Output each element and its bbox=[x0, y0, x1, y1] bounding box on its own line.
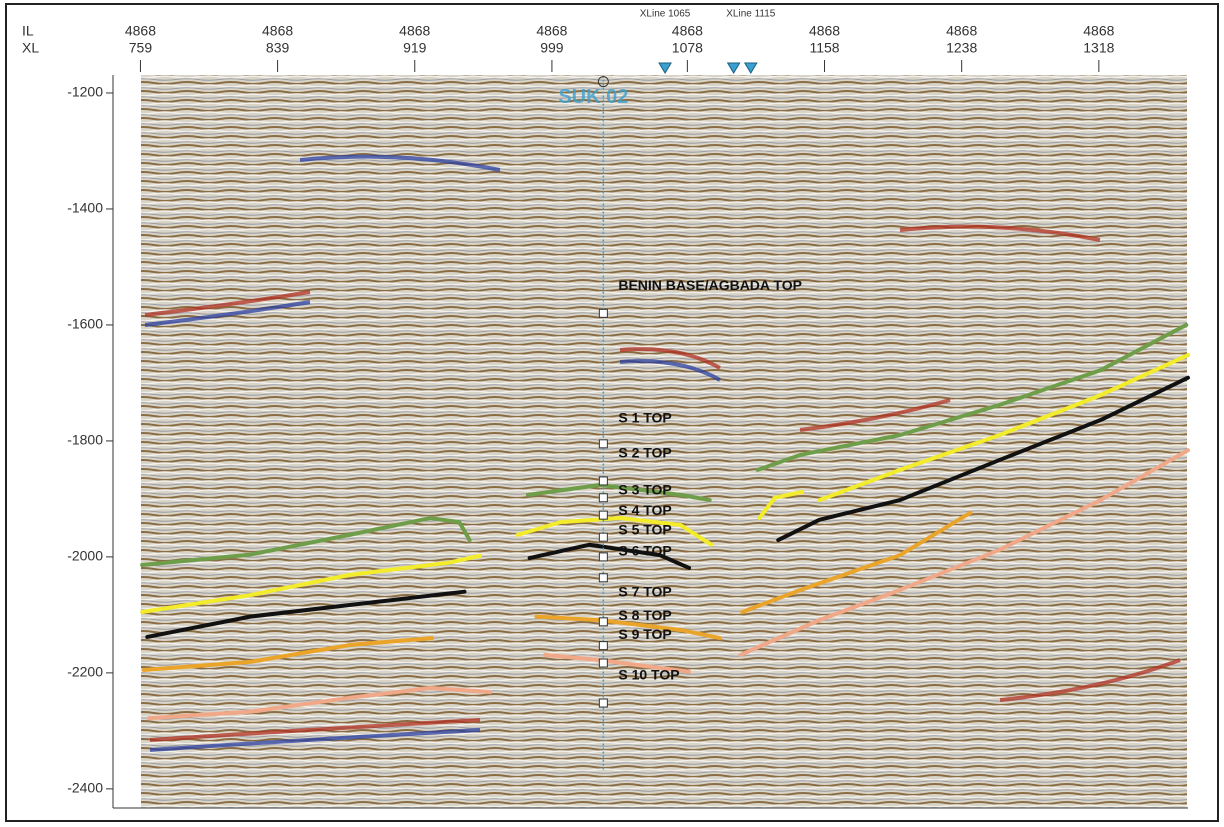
well-top-marker bbox=[598, 698, 608, 708]
xl-axis-label: XL bbox=[22, 40, 39, 56]
il-axis-label: IL bbox=[22, 23, 34, 39]
top-label: S 10 TOP bbox=[618, 666, 679, 682]
xl-tick-label: 759 bbox=[129, 40, 153, 56]
il-tick-label: 4868 bbox=[1083, 23, 1114, 39]
top-label: S 3 TOP bbox=[618, 481, 671, 497]
top-label: S 9 TOP bbox=[618, 626, 671, 642]
horizon bbox=[140, 353, 1190, 614]
well-top-marker bbox=[598, 532, 608, 542]
well-top-marker bbox=[598, 510, 608, 520]
xl-tick-label: 999 bbox=[540, 40, 564, 56]
xl-tick-label: 1238 bbox=[946, 40, 977, 56]
top-label: S 6 TOP bbox=[618, 542, 671, 558]
horizon bbox=[145, 375, 1190, 639]
well-top-marker bbox=[598, 308, 608, 318]
well-top-marker bbox=[598, 641, 608, 651]
well-top-marker bbox=[598, 658, 608, 668]
il-tick-label: 4868 bbox=[672, 23, 703, 39]
xline-marker bbox=[743, 62, 758, 74]
xl-tick-label: 1318 bbox=[1083, 40, 1114, 56]
horizon bbox=[141, 510, 973, 672]
well-top-marker bbox=[598, 476, 608, 486]
y-tick-label: -2200 bbox=[67, 664, 103, 680]
il-tick-label: 4868 bbox=[125, 23, 156, 39]
y-tick-label: -1400 bbox=[67, 200, 103, 216]
y-tick-label: -1800 bbox=[67, 432, 103, 448]
xline-marker bbox=[726, 62, 741, 74]
top-label: S 8 TOP bbox=[618, 607, 671, 623]
seismic-texture bbox=[141, 75, 1187, 808]
il-tick-label: 4868 bbox=[399, 23, 430, 39]
top-label: S 1 TOP bbox=[618, 410, 671, 426]
top-label: S 5 TOP bbox=[618, 522, 671, 538]
y-tick-label: -1200 bbox=[67, 84, 103, 100]
il-tick-label: 4868 bbox=[536, 23, 567, 39]
top-label: S 4 TOP bbox=[618, 502, 671, 518]
well-top-marker bbox=[598, 439, 608, 449]
well-top-marker bbox=[598, 617, 608, 627]
well-top-marker bbox=[598, 552, 608, 562]
il-tick-label: 4868 bbox=[946, 23, 977, 39]
xl-tick-label: 1158 bbox=[809, 40, 839, 56]
top-label: S 2 TOP bbox=[618, 444, 671, 460]
reflector-decoration bbox=[144, 154, 1181, 752]
frame bbox=[5, 3, 1219, 822]
well-name: SUK 02 bbox=[558, 86, 628, 108]
xl-tick-label: 1078 bbox=[672, 40, 703, 56]
well-top-marker bbox=[598, 573, 608, 583]
well-head bbox=[597, 76, 609, 88]
xline-label: XLine 1065 bbox=[640, 9, 691, 20]
xline-marker bbox=[658, 62, 672, 74]
top-label: BENIN BASE/AGBADA TOP bbox=[618, 277, 802, 293]
well-top-marker bbox=[598, 493, 608, 503]
horizon bbox=[140, 322, 1189, 568]
y-tick-label: -2400 bbox=[67, 780, 103, 796]
y-tick-label: -2000 bbox=[67, 548, 103, 564]
il-tick-label: 4868 bbox=[262, 23, 293, 39]
il-tick-label: 4868 bbox=[809, 23, 840, 39]
top-label: S 7 TOP bbox=[618, 584, 671, 600]
xl-tick-label: 919 bbox=[403, 40, 427, 56]
xline-label: XLine 1115 bbox=[726, 9, 776, 20]
xl-tick-label: 839 bbox=[266, 40, 290, 56]
y-tick-label: -1600 bbox=[67, 316, 103, 332]
